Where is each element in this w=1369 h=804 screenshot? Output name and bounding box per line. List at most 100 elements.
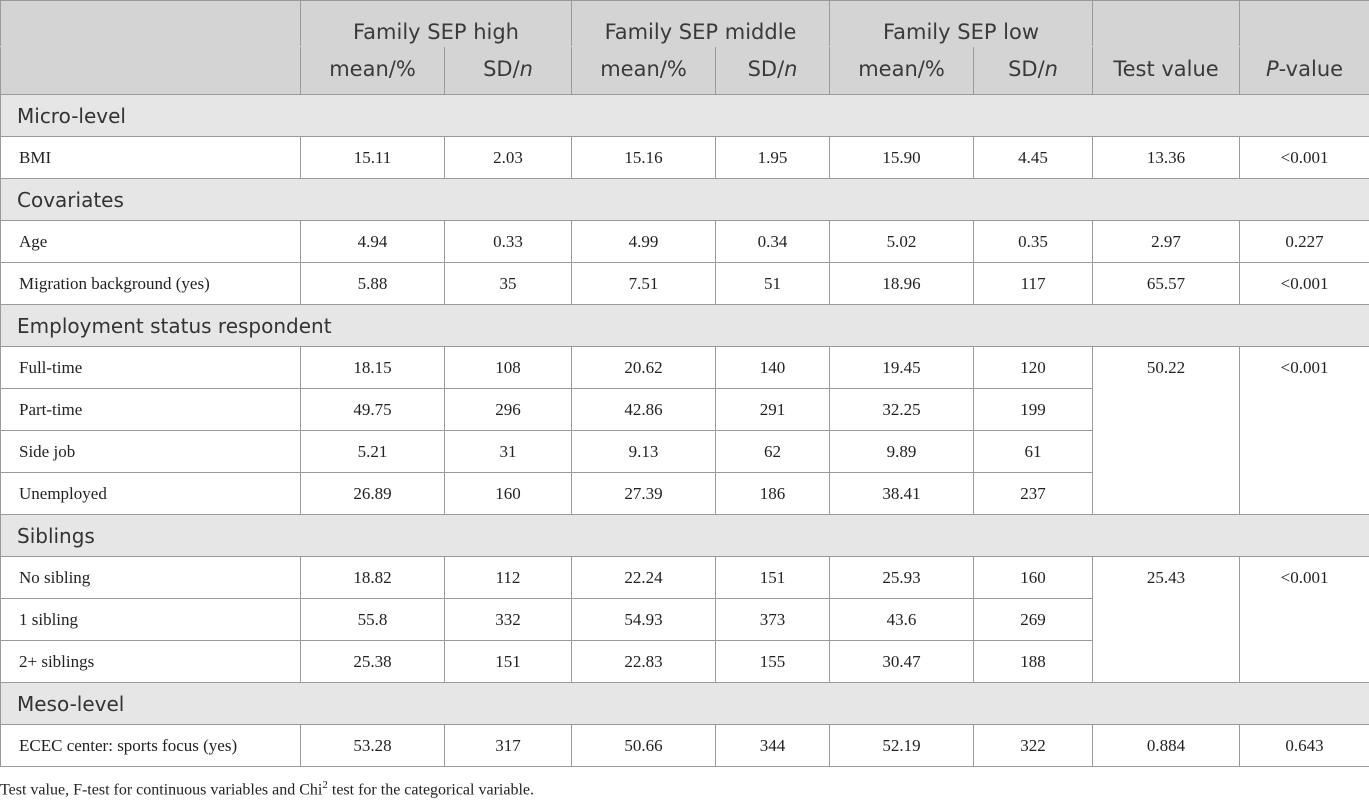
- table-cell: 0.35: [973, 220, 1094, 263]
- table-cell: 5.88: [300, 262, 445, 305]
- table-cell: 0.227: [1239, 220, 1369, 263]
- table-row: Side job 5.21 31 9.13 62 9.89 61: [0, 430, 1369, 473]
- table-cell: 4.94: [300, 220, 445, 263]
- table-cell: 0.643: [1239, 724, 1369, 767]
- row-label: Migration background (yes): [0, 262, 301, 305]
- group-header-middle: Family SEP middle: [571, 0, 831, 47]
- group-header-low: Family SEP low: [829, 0, 1094, 47]
- table-cell: 38.41: [829, 472, 975, 515]
- header-blank: [1092, 0, 1241, 47]
- row-label: ECEC center: sports focus (yes): [0, 724, 301, 767]
- table-cell: 186: [715, 472, 831, 515]
- table-row: 1 sibling 55.8 332 54.93 373 43.6 269: [0, 598, 1369, 641]
- header-blank: [0, 46, 301, 95]
- table-cell: 0.884: [1092, 724, 1241, 767]
- table-cell: 112: [443, 556, 573, 599]
- table-cell: 61: [973, 430, 1094, 473]
- header-blank: [1239, 0, 1369, 47]
- section-covariates: Covariates: [0, 178, 1369, 221]
- table-cell: 237: [973, 472, 1094, 515]
- table-cell: 43.6: [829, 598, 975, 641]
- table-cell: 52.19: [829, 724, 975, 767]
- table-cell: 2.97: [1092, 220, 1241, 263]
- table-cell: 30.47: [829, 640, 975, 683]
- section-meso-level: Meso-level: [0, 682, 1369, 725]
- table-cell: 269: [973, 598, 1094, 641]
- table-cell: 373: [715, 598, 831, 641]
- row-label: 2+ siblings: [0, 640, 301, 683]
- table-cell: 65.57: [1092, 262, 1241, 305]
- table-cell: 108: [443, 346, 573, 389]
- table-row: BMI 15.11 2.03 15.16 1.95 15.90 4.45 13.36 <0.00…: [0, 136, 1369, 179]
- table-cell: 42.86: [571, 388, 717, 431]
- table-cell: 0.34: [715, 220, 831, 263]
- table-row: 2+ siblings 25.38 151 22.83 155 30.47 188: [0, 640, 1369, 683]
- table-row: ECEC center: sports focus (yes) 53.28 317 5…: [0, 724, 1369, 767]
- table-cell: 15.90: [829, 136, 975, 179]
- row-label: Full-time: [0, 346, 301, 389]
- table-cell: 13.36: [1092, 136, 1241, 179]
- test-value-cell: 25.43: [1092, 556, 1241, 683]
- row-label: Age: [0, 220, 301, 263]
- table-cell: 35: [443, 262, 573, 305]
- col-header-mean: mean/%: [300, 46, 445, 95]
- col-header-sd: SD/n: [715, 46, 831, 95]
- table-cell: 344: [715, 724, 831, 767]
- table-cell: 4.45: [973, 136, 1094, 179]
- row-label: Part-time: [0, 388, 301, 431]
- row-label: No sibling: [0, 556, 301, 599]
- table-cell: 155: [715, 640, 831, 683]
- table-cell: 27.39: [571, 472, 717, 515]
- table-cell: 120: [973, 346, 1094, 389]
- table-cell: 20.62: [571, 346, 717, 389]
- table-cell: 19.45: [829, 346, 975, 389]
- table-cell: 296: [443, 388, 573, 431]
- table-cell: 22.24: [571, 556, 717, 599]
- table-cell: 291: [715, 388, 831, 431]
- table-cell: 18.96: [829, 262, 975, 305]
- row-label: Side job: [0, 430, 301, 473]
- col-header-mean: mean/%: [571, 46, 717, 95]
- table-cell: 7.51: [571, 262, 717, 305]
- table-cell: 160: [443, 472, 573, 515]
- section-employment-status: Employment status respondent: [0, 304, 1369, 347]
- header-corner: [0, 0, 301, 47]
- col-header-mean: mean/%: [829, 46, 975, 95]
- table-cell: 117: [973, 262, 1094, 305]
- table-cell: 5.21: [300, 430, 445, 473]
- table-cell: 332: [443, 598, 573, 641]
- table-cell: 55.8: [300, 598, 445, 641]
- table-cell: 151: [715, 556, 831, 599]
- table-cell: 2.03: [443, 136, 573, 179]
- table-cell: 31: [443, 430, 573, 473]
- table-cell: 199: [973, 388, 1094, 431]
- table-row: Migration background (yes) 5.88 35 7.51 51 18…: [0, 262, 1369, 305]
- group-header-high: Family SEP high: [299, 0, 573, 47]
- table-row: Unemployed 26.89 160 27.39 186 38.41 237: [0, 472, 1369, 515]
- table-cell: 140: [715, 346, 831, 389]
- table-cell: 15.11: [300, 136, 445, 179]
- table-cell: <0.001: [1239, 262, 1369, 305]
- section-micro-level: Micro-level: [0, 94, 1369, 137]
- table-cell: 18.15: [300, 346, 445, 389]
- table-cell: 51: [715, 262, 831, 305]
- table-cell: 53.28: [300, 724, 445, 767]
- table-cell: 5.02: [829, 220, 975, 263]
- table-cell: 4.99: [571, 220, 717, 263]
- table-row: Part-time 49.75 296 42.86 291 32.25 199: [0, 388, 1369, 431]
- p-value-cell: <0.001: [1239, 346, 1369, 515]
- table-cell: 188: [973, 640, 1094, 683]
- col-header-p-value: P-value: [1239, 46, 1369, 95]
- table-cell: 54.93: [571, 598, 717, 641]
- table-row: Age 4.94 0.33 4.99 0.34 5.02 0.35 2.97 0.227: [0, 220, 1369, 263]
- table-cell: 32.25: [829, 388, 975, 431]
- row-label: BMI: [0, 136, 301, 179]
- table-row: Full-time 18.15 108 20.62 140 19.45 120 50.22 …: [0, 346, 1369, 515]
- col-header-sd: SD/n: [973, 46, 1094, 95]
- table-cell: 151: [443, 640, 573, 683]
- table-cell: 22.83: [571, 640, 717, 683]
- p-value-cell: <0.001: [1239, 556, 1369, 683]
- table-cell: 9.13: [571, 430, 717, 473]
- data-table: Family SEP high Family SEP middle Family…: [0, 0, 1369, 767]
- table-cell: 25.38: [300, 640, 445, 683]
